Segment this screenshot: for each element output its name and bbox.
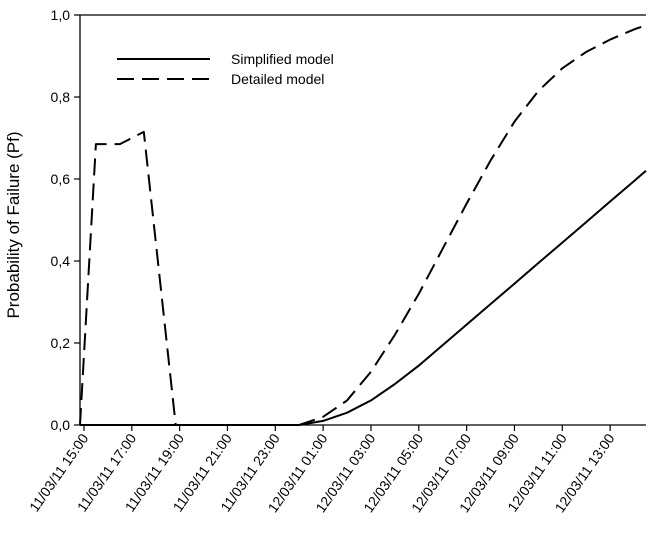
y-tick-label: 0,8 — [51, 89, 71, 105]
y-axis-label: Probability of Failure (Pf) — [4, 131, 23, 318]
y-axis: 0,0 0,2 0,4 0,6 0,8 1,0 — [51, 7, 80, 433]
y-tick-label: 0,0 — [51, 417, 71, 433]
series-layer — [79, 24, 647, 426]
y-tick-label: 0,6 — [51, 171, 71, 187]
y-tick-label: 0,4 — [51, 253, 71, 269]
simplified-model-line — [80, 170, 647, 426]
legend-label: Detailed model — [231, 71, 324, 87]
plot-frame — [79, 14, 646, 426]
legend: Simplified model Detailed model — [117, 51, 334, 87]
y-tick-label: 1,0 — [51, 7, 71, 23]
legend-label: Simplified model — [231, 51, 334, 67]
detailed-model-line — [79, 24, 647, 426]
y-tick-label: 0,2 — [51, 335, 71, 351]
